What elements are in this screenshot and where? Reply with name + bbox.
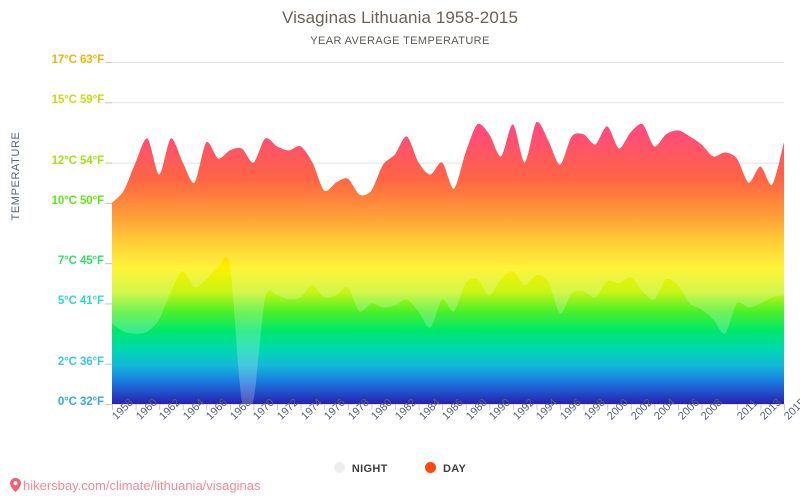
night-dot-icon bbox=[333, 462, 345, 473]
y-tick-label: 12°C 54°F bbox=[51, 154, 105, 167]
legend-label-day: DAY bbox=[442, 463, 467, 475]
location-pin-icon bbox=[10, 478, 21, 495]
y-tick-label: 2°C 36°F bbox=[57, 355, 104, 368]
above-curve-mask bbox=[112, 50, 784, 203]
legend-item-night[interactable]: NIGHT bbox=[333, 462, 388, 475]
day-dot-icon bbox=[424, 462, 436, 473]
chart-legend: NIGHT DAY bbox=[0, 462, 800, 475]
y-tick-label: 0°C 32°F bbox=[57, 396, 104, 408]
y-tick-marks bbox=[105, 62, 112, 405]
y-tick-label: 7°C 45°F bbox=[57, 255, 104, 268]
chart-subtitle: YEAR AVERAGE TEMPERATURE bbox=[310, 35, 490, 47]
night-band-overlay-top bbox=[112, 121, 784, 404]
footer-watermark[interactable]: hikersbay.com/climate/lithuania/visagina… bbox=[10, 478, 260, 495]
y-tick-label: 10°C 50°F bbox=[51, 194, 105, 207]
legend-item-day[interactable]: DAY bbox=[424, 462, 467, 475]
y-tick-label: 15°C 59°F bbox=[51, 94, 105, 107]
page-title: Visaginas Lithuania 1958-2015 bbox=[281, 8, 519, 27]
x-tick-marks bbox=[112, 404, 785, 410]
y-tick-label: 5°C 41°F bbox=[57, 295, 104, 308]
footer-url: hikersbay.com/climate/lithuania/visagina… bbox=[23, 478, 261, 493]
y-axis-ticks: 17°C 63°F 15°C 59°F 12°C 54°F 10°C 50°F 7°C … bbox=[0, 0, 105, 500]
legend-label-night: NIGHT bbox=[351, 463, 388, 475]
day-area-fill-top bbox=[112, 121, 784, 404]
y-tick-label: 17°C 63°F bbox=[51, 54, 105, 66]
